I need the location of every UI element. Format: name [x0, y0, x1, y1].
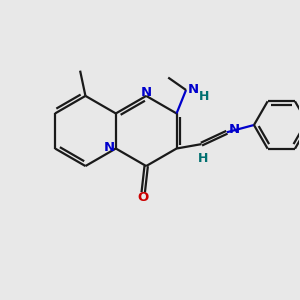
Text: N: N	[188, 82, 199, 96]
Text: H: H	[198, 152, 208, 166]
Text: H: H	[199, 90, 209, 103]
Text: N: N	[228, 123, 239, 136]
Text: N: N	[104, 140, 115, 154]
Text: O: O	[138, 191, 149, 204]
Text: N: N	[141, 86, 152, 99]
